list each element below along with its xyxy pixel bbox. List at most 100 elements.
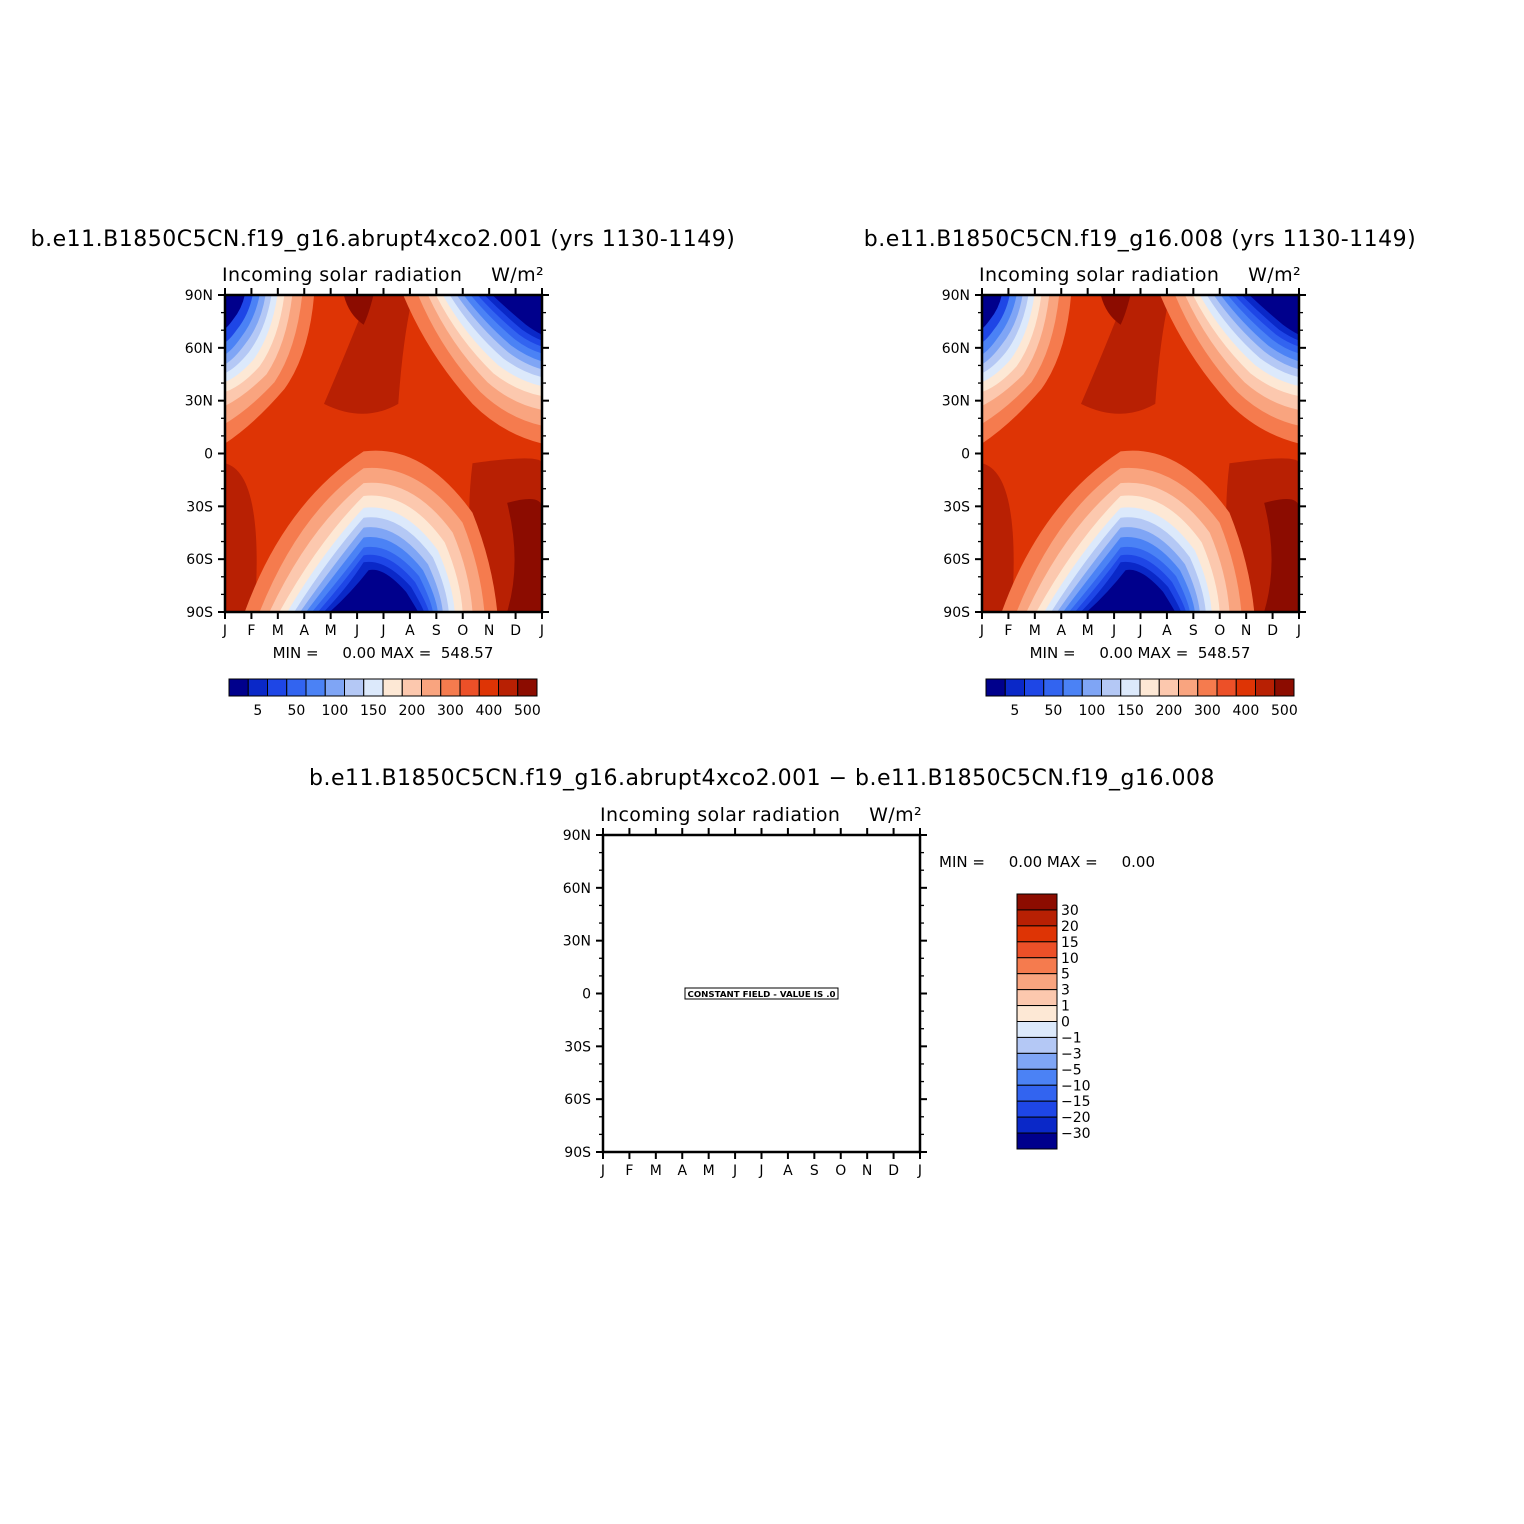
colorbar-label: 0 [1061,1015,1070,1031]
colorbar-box [247,678,268,697]
x-tick-label: J [758,1163,763,1179]
x-tick-label: J [539,623,544,639]
x-tick-label: O [457,623,468,639]
colorbar-label: 100 [322,703,349,719]
colorbar-box [267,678,288,697]
panel-1-heatmap [225,295,542,612]
panel-2-minmax: MIN = 0.00 MAX = 548.57 [1030,644,1251,662]
panel-2-title: b.e11.B1850C5CN.f19_g16.008 (yrs 1130-11… [864,227,1417,252]
x-tick-label: M [703,1163,715,1179]
colorbar-label: −1 [1061,1030,1082,1046]
colorbar-box [344,678,365,697]
colorbar-label: 500 [1271,703,1298,719]
colorbar-box [1016,989,1058,1007]
colorbar-label: 5 [1010,703,1019,719]
colorbar-box [1016,925,1058,943]
y-tick-label: 90N [563,828,591,844]
colorbar-label: 150 [1117,703,1144,719]
colorbar-box [421,678,442,697]
panel-3-minmax: MIN = 0.00 MAX = 0.00 [939,853,1155,871]
colorbar-label: 500 [514,703,541,719]
colorbar-box [1062,678,1083,697]
x-tick-label: M [1029,623,1041,639]
panel-1: b.e11.B1850C5CN.f19_g16.abrupt4xco2.001 … [31,227,736,719]
colorbar-label: 300 [1194,703,1221,719]
x-tick-label: J [354,623,359,639]
panel-3-title: b.e11.B1850C5CN.f19_g16.abrupt4xco2.001 … [309,766,1215,791]
x-tick-label: O [1214,623,1225,639]
x-tick-label: D [888,1163,899,1179]
colorbar-label: 10 [1061,951,1079,967]
panel-2: b.e11.B1850C5CN.f19_g16.008 (yrs 1130-11… [864,227,1417,719]
colorbar-box [1016,1052,1058,1070]
panel-1-units: W/m² [491,264,544,286]
panel-2-heatmap [982,295,1299,612]
colorbar-label: −30 [1061,1126,1091,1142]
y-tick-label: 30N [563,934,591,950]
y-tick-label: 90N [942,288,970,304]
colorbar-box [1016,973,1058,991]
colorbar-box [1043,678,1064,697]
colorbar-box [478,678,499,697]
y-tick-label: 0 [204,447,213,463]
x-tick-label: S [810,1163,819,1179]
colorbar-box [363,678,384,697]
y-tick-label: 60N [942,341,970,357]
colorbar-box [459,678,480,697]
x-tick-label: A [405,623,415,639]
panel-2-subtitle: Incoming solar radiation [979,264,1219,286]
colorbar-box [401,678,422,697]
y-tick-label: 30S [564,1039,591,1055]
x-tick-label: D [1267,623,1278,639]
colorbar-label: −5 [1061,1062,1082,1078]
colorbar-label: −3 [1061,1046,1082,1062]
y-tick-label: 30S [186,499,213,515]
x-tick-label: S [432,623,441,639]
colorbar-box [324,678,345,697]
colorbar-label: −20 [1061,1110,1091,1126]
x-tick-label: J [600,1163,605,1179]
colorbar-box [1016,1068,1058,1086]
x-tick-label: J [380,623,385,639]
colorbar-label: −10 [1061,1078,1091,1094]
colorbar-box [1016,1132,1058,1150]
colorbar-box [1024,678,1045,697]
colorbar-label: 400 [1233,703,1260,719]
colorbar-box [286,678,307,697]
panel-3-units: W/m² [869,804,922,826]
colorbar-box [1016,1005,1058,1022]
x-tick-label: M [1082,623,1094,639]
panel-1-colorbar: 5 50 100 150 200 300 400 500 [228,678,541,719]
y-tick-label: 60N [185,341,213,357]
colorbar-box [1235,678,1256,697]
colorbar-box [1274,678,1295,697]
colorbar-label: 50 [1044,703,1062,719]
colorbar-label: 400 [476,703,503,719]
panel-1-title: b.e11.B1850C5CN.f19_g16.abrupt4xco2.001 … [31,227,736,252]
colorbar-box [1120,678,1141,697]
colorbar-box [1016,1084,1058,1102]
colorbar-box [1216,678,1237,697]
colorbar-box [1178,678,1199,697]
y-tick-label: 60N [563,881,591,897]
colorbar-box [1139,678,1160,697]
constant-field-box [684,987,839,1000]
panel-2-units: W/m² [1248,264,1301,286]
constant-field-label: CONSTANT FIELD - VALUE IS .0 [688,990,836,999]
x-tick-label: J [1137,623,1142,639]
x-tick-label: M [272,623,284,639]
panel-2-colorbar: 5 50 100 150 200 300 400 500 [985,678,1298,719]
y-tick-label: 0 [961,447,970,463]
y-tick-label: 30N [185,394,213,410]
x-tick-label: N [484,623,494,639]
colorbar-label: 100 [1079,703,1106,719]
x-tick-label: J [222,623,227,639]
y-tick-label: 0 [582,987,591,1003]
colorbar-box [305,678,326,697]
y-tick-label: 60S [186,552,213,568]
colorbar-label: 3 [1061,983,1070,999]
colorbar-label: 30 [1061,903,1079,919]
